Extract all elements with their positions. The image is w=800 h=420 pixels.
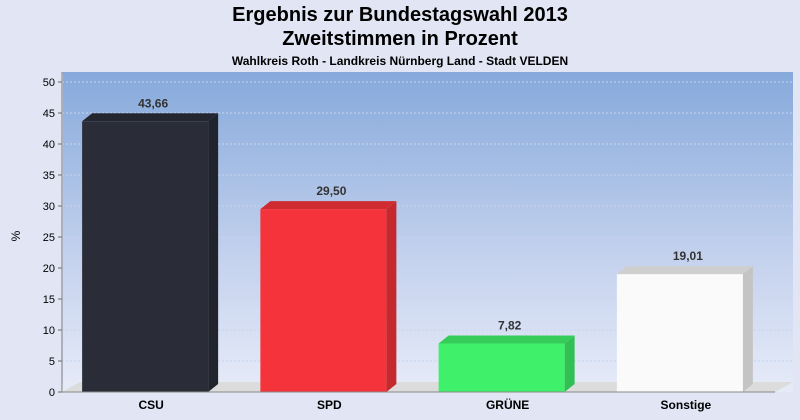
bar-side (208, 113, 219, 393)
bar (260, 209, 387, 392)
bar-top (438, 335, 575, 344)
y-tick-label: 50 (43, 77, 55, 89)
y-tick-label: 25 (43, 232, 55, 244)
bar-side (564, 335, 575, 392)
y-axis-label: % (9, 230, 23, 241)
bar-top (616, 266, 753, 275)
y-tick-label: 20 (43, 263, 55, 275)
y-tick-label: 35 (43, 170, 55, 182)
bar-value-label: 7,82 (498, 319, 522, 333)
y-tick-label: 0 (49, 387, 55, 399)
y-tick-label: 45 (43, 108, 55, 120)
x-category-label: GRÜNE (486, 397, 529, 412)
chart-region-label: Wahlkreis Roth - Landkreis Nürnberg Land… (231, 54, 569, 68)
bar-top (82, 113, 219, 122)
bar-side (386, 201, 397, 392)
chart-subtitle: Zweitstimmen in Prozent (282, 28, 518, 50)
chart-title: Ergebnis zur Bundestagswahl 2013 (232, 4, 568, 26)
y-tick-label: 40 (43, 139, 55, 151)
y-tick-label: 15 (43, 294, 55, 306)
x-category-label: Sonstige (661, 398, 712, 412)
y-tick-label: 5 (49, 356, 55, 368)
bar-side (742, 266, 753, 392)
y-tick-label: 30 (43, 201, 55, 213)
x-category-label: CSU (138, 398, 163, 412)
x-category-label: SPD (317, 398, 342, 412)
bar-value-label: 43,66 (138, 96, 168, 110)
bar (438, 343, 565, 392)
bar-value-label: 29,50 (316, 184, 346, 198)
bar (82, 121, 209, 393)
y-tick-label: 10 (43, 325, 55, 337)
bar-top (260, 201, 397, 210)
bar (616, 274, 743, 392)
plot-floor (62, 382, 793, 392)
bar-value-label: 19,01 (673, 249, 703, 263)
